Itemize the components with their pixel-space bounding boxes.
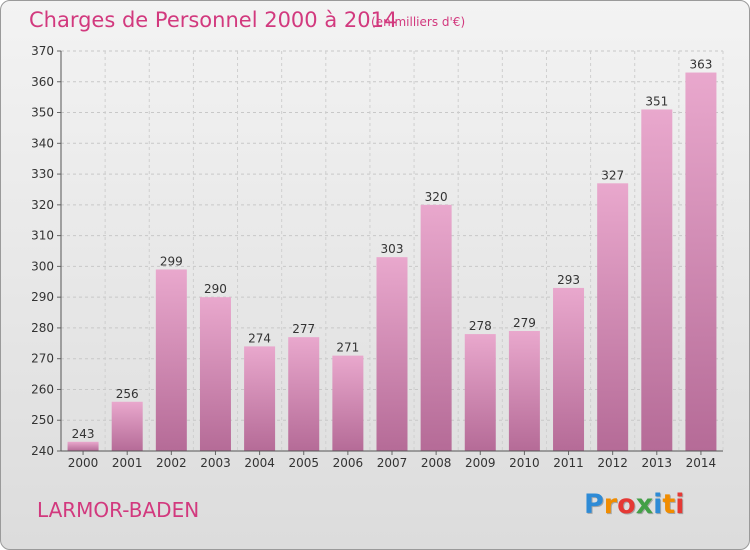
logo-letter: o (617, 489, 636, 520)
bar (597, 183, 629, 452)
y-tick-label: 300 (31, 259, 54, 273)
bar (420, 204, 452, 451)
y-tick-label: 370 (31, 44, 54, 58)
data-label: 293 (557, 273, 580, 287)
data-label: 279 (513, 316, 536, 330)
x-tick-label: 2011 (553, 456, 584, 470)
bars: 243 256 299 290 274 277 271 303 320 278 279 293 327 3… (67, 58, 717, 452)
data-label: 271 (336, 341, 359, 355)
data-label: 303 (381, 242, 404, 256)
y-tick-label: 280 (31, 321, 54, 335)
logo-letter: i (675, 489, 685, 520)
bar (553, 287, 585, 451)
x-tick-label: 2001 (112, 456, 143, 470)
logo-letter: P (584, 489, 604, 520)
chart-title: Charges de Personnel 2000 à 2014 (29, 8, 398, 32)
data-label: 327 (601, 168, 624, 182)
x-tick-label: 2005 (288, 456, 319, 470)
data-label: 243 (72, 427, 95, 441)
x-tick-label: 2000 (68, 456, 99, 470)
x-tick-label: 2003 (200, 456, 231, 470)
y-tick-label: 350 (31, 106, 54, 120)
x-tick-label: 2009 (465, 456, 496, 470)
x-tick-label: 2013 (642, 456, 673, 470)
y-tick-label: 270 (31, 352, 54, 366)
x-tick-label: 2014 (686, 456, 717, 470)
axes: 240 250 260 270 280 290 300 310 320 330 340 350 360 3… (31, 44, 723, 470)
bar (199, 297, 231, 451)
bar (111, 401, 143, 451)
x-tick-label: 2004 (244, 456, 275, 470)
data-label: 274 (248, 331, 271, 345)
x-tick-label: 2006 (333, 456, 364, 470)
data-label: 290 (204, 282, 227, 296)
y-tick-label: 330 (31, 167, 54, 181)
x-tick-label: 2010 (509, 456, 540, 470)
data-label: 351 (645, 94, 668, 108)
data-label: 363 (689, 58, 712, 72)
y-tick-label: 320 (31, 198, 54, 212)
commune-name: LARMOR-BADEN (37, 498, 200, 522)
logo-letter: r (603, 489, 618, 520)
logo-letter: x (635, 489, 654, 520)
logo-letter: t (662, 489, 676, 520)
bar (508, 331, 540, 451)
bar (288, 337, 320, 451)
y-tick-label: 340 (31, 136, 54, 150)
logo-letter: i (653, 489, 663, 520)
bar (332, 355, 364, 451)
unit-note: (en milliers d'€) (371, 15, 466, 29)
x-tick-label: 2007 (377, 456, 408, 470)
y-tick-label: 310 (31, 229, 54, 243)
data-label: 299 (160, 254, 183, 268)
y-tick-label: 260 (31, 382, 54, 396)
y-tick-label: 360 (31, 75, 54, 89)
data-label: 256 (116, 387, 139, 401)
data-label: 320 (425, 190, 448, 204)
bar (464, 334, 496, 451)
x-tick-label: 2008 (421, 456, 452, 470)
x-tick-label: 2002 (156, 456, 187, 470)
bar (244, 346, 276, 451)
bar (67, 441, 99, 451)
x-tick-label: 2012 (597, 456, 628, 470)
proxiti-logo: Proxiti (584, 489, 685, 520)
data-label: 277 (292, 322, 315, 336)
bar (685, 72, 717, 452)
y-tick-label: 240 (31, 444, 54, 458)
bar (155, 269, 187, 451)
y-tick-label: 290 (31, 290, 54, 304)
bar (376, 257, 408, 451)
data-label: 278 (469, 319, 492, 333)
y-tick-label: 250 (31, 413, 54, 427)
bar (641, 109, 673, 451)
